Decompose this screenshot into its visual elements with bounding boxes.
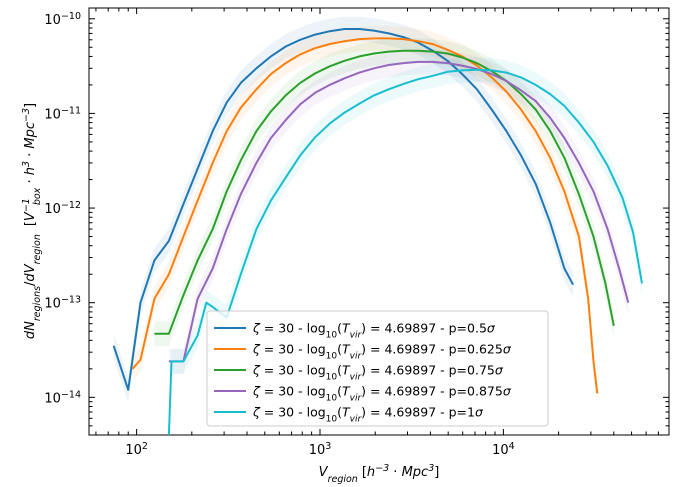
y-axis-label: dNregions/dVregion[V−1box · h3 · Mpc−3] <box>21 103 43 339</box>
y-tick-label-5: 10−10 <box>44 10 81 28</box>
series-line-1 <box>112 28 574 391</box>
y-tick-label-3: 10−12 <box>44 200 81 218</box>
x-axis-label: Vregion [h−3 · Mpc3] <box>319 463 440 485</box>
y-tick-label-1: 10−14 <box>44 389 81 407</box>
legend-frame <box>206 310 549 427</box>
legend-label-5: ζ = 30 - log10(Tvir) = 4.69897 - p=1σ <box>252 405 484 425</box>
legend: ζ = 30 - log10(Tvir) = 4.69897 - p=0.5σζ… <box>206 310 549 427</box>
y-tick-label-4: 10−11 <box>44 105 81 123</box>
legend-label-2: ζ = 30 - log10(Tvir) = 4.69897 - p=0.625… <box>252 342 512 362</box>
legend-label-1: ζ = 30 - log10(Tvir) = 4.69897 - p=0.5σ <box>252 321 496 341</box>
legend-label-3: ζ = 30 - log10(Tvir) = 4.69897 - p=0.75σ <box>252 363 504 383</box>
x-tick-label-1: 102 <box>125 441 148 459</box>
x-tick-label-3: 104 <box>492 441 515 459</box>
series-band-4 <box>168 49 629 374</box>
axis-ticks <box>89 8 670 436</box>
x-tick-label-2: 103 <box>309 441 332 459</box>
series-line-2 <box>131 37 599 394</box>
y-tick-label-2: 10−13 <box>44 294 81 312</box>
series-line-4 <box>168 60 630 363</box>
legend-label-4: ζ = 30 - log10(Tvir) = 4.69897 - p=0.875… <box>252 384 512 404</box>
axis-tick-labels: 102 103 104 10−14 10−13 10−12 10−11 10−10 <box>44 10 514 458</box>
series-line-3 <box>154 49 615 335</box>
